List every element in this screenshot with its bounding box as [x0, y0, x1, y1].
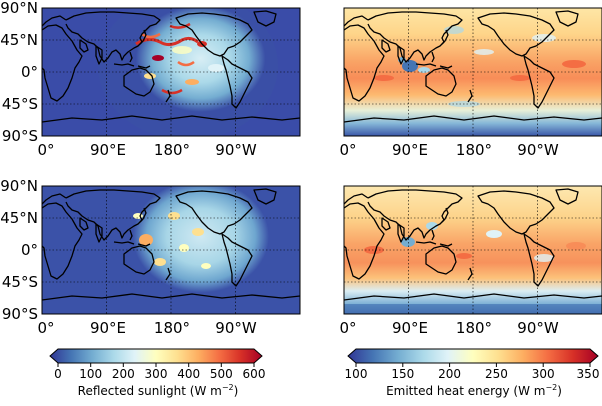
lat-label: 0°	[21, 63, 38, 81]
lon-label: 0°	[339, 319, 356, 337]
colorbar-emitted-ticks	[355, 363, 591, 367]
colorbar-tick-label: 500	[210, 367, 233, 381]
colorbar-tick-label: 300	[145, 367, 168, 381]
lat-label: 90°N	[0, 0, 38, 17]
map-panel-bottom-right	[343, 185, 602, 315]
map-panel-bottom-left	[41, 185, 301, 315]
colorbar-reflected-ticks	[57, 363, 255, 367]
panel-frame	[41, 7, 301, 137]
lon-label: 180°	[154, 319, 190, 337]
colorbar-reflected-bar	[49, 348, 263, 364]
lon-label: 90°W	[215, 141, 257, 159]
colorbar-tick-label: 200	[112, 367, 135, 381]
colorbar-tick-label: 600	[243, 367, 266, 381]
lon-label: 90°E	[90, 319, 126, 337]
lon-label: 90°W	[215, 319, 257, 337]
colorbar-emitted-title: Emitted heat energy (W m−2)	[386, 383, 562, 398]
colorbar-tick-label: 150	[391, 367, 414, 381]
reflectance-highlights	[135, 22, 224, 95]
lat-label: 90°N	[0, 177, 38, 195]
panel-frame	[41, 185, 301, 315]
colorbar-emitted: 100 150 200 250 300 350 Emitted heat ene…	[345, 348, 600, 398]
lon-label: 90°E	[90, 141, 126, 159]
colorbar-tick-label: 100	[345, 367, 368, 381]
colorbar-tick-label: 0	[54, 367, 62, 381]
lat-label: 45°S	[2, 273, 38, 291]
colorbar-tick-label: 100	[79, 367, 102, 381]
lon-label: 0°	[37, 141, 54, 159]
lon-label: 90°W	[517, 319, 559, 337]
axis-labels: 90°N 45°N 0° 45°S 90°S 90°N 45°N 0° 45°S…	[0, 0, 559, 337]
lon-label: 0°	[339, 141, 356, 159]
lon-label: 0°	[37, 319, 54, 337]
lat-label: 45°N	[0, 209, 38, 227]
panel-frame	[343, 7, 602, 137]
colorbar-reflected-title: Reflected sunlight (W m−2)	[78, 383, 239, 398]
lat-label: 0°	[21, 241, 38, 259]
lon-label: 180°	[154, 141, 190, 159]
colorbar-tick-label: 300	[532, 367, 555, 381]
colorbar-tick-label: 200	[438, 367, 461, 381]
map-panel-top-right	[343, 7, 602, 137]
panel-frame	[343, 185, 602, 315]
reflectance-blobs	[133, 212, 211, 269]
colorbar-emitted-bar	[347, 348, 599, 364]
lat-label: 90°S	[2, 305, 38, 323]
map-panel-top-left	[41, 7, 301, 137]
colorbar-tick-label: 350	[577, 367, 600, 381]
lat-label: 45°S	[2, 95, 38, 113]
lat-label: 90°S	[2, 127, 38, 145]
lat-label: 45°N	[0, 31, 38, 49]
colorbar-tick-label: 250	[485, 367, 508, 381]
colorbar-reflected: 0 100 200 300 400 500 600 Reflected sunl…	[49, 348, 266, 398]
lon-label: 90°E	[392, 319, 428, 337]
lon-label: 180°	[456, 141, 492, 159]
lon-label: 180°	[456, 319, 492, 337]
lon-label: 90°E	[392, 141, 428, 159]
colorbar-tick-label: 400	[177, 367, 200, 381]
lon-label: 90°W	[517, 141, 559, 159]
